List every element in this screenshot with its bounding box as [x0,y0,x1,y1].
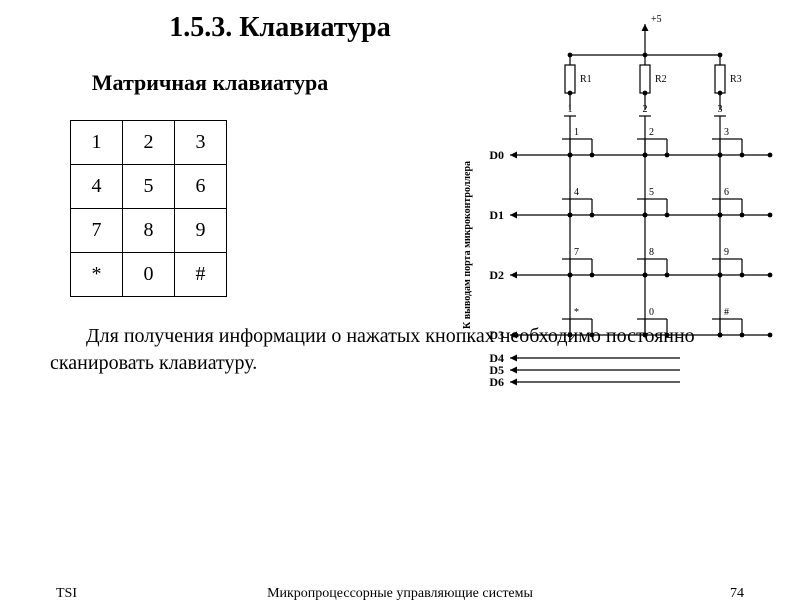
svg-text:D6: D6 [489,375,504,389]
key-cell: 2 [123,121,175,165]
svg-text:1: 1 [568,104,573,115]
key-cell: * [71,253,123,297]
circuit-diagram: +5R11R22R33D0123D1456D2789D3*0#D4D5D6К в… [450,10,780,400]
svg-text:9: 9 [724,247,729,258]
key-cell: 0 [123,253,175,297]
key-cell: # [175,253,227,297]
svg-text:5: 5 [649,187,654,198]
svg-text:R1: R1 [580,74,592,85]
svg-text:D2: D2 [489,268,504,282]
svg-text:1: 1 [574,127,579,138]
svg-text:3: 3 [718,104,723,115]
svg-text:6: 6 [724,187,729,198]
key-cell: 5 [123,165,175,209]
key-cell: 1 [71,121,123,165]
svg-text:#: # [724,307,729,318]
svg-text:0: 0 [649,307,654,318]
keypad-table: 1 2 3 4 5 6 7 8 9 * 0 # [70,120,227,297]
svg-text:2: 2 [643,104,648,115]
svg-text:7: 7 [574,247,579,258]
svg-text:+5: +5 [651,14,662,25]
svg-text:8: 8 [649,247,654,258]
svg-text:К выводам порта микроконтролле: К выводам порта микроконтроллера [462,161,473,329]
svg-text:D0: D0 [489,148,504,162]
key-cell: 7 [71,209,123,253]
svg-text:2: 2 [649,127,654,138]
svg-text:R2: R2 [655,74,667,85]
svg-text:3: 3 [724,127,729,138]
section-subтитле: Матричная клавиатура [0,70,420,96]
svg-text:D1: D1 [489,208,504,222]
svg-text:4: 4 [574,187,579,198]
key-cell: 6 [175,165,227,209]
key-cell: 4 [71,165,123,209]
key-cell: 9 [175,209,227,253]
svg-text:R3: R3 [730,74,742,85]
key-cell: 8 [123,209,175,253]
key-cell: 3 [175,121,227,165]
svg-text:*: * [574,307,579,318]
svg-text:D3: D3 [489,328,504,342]
